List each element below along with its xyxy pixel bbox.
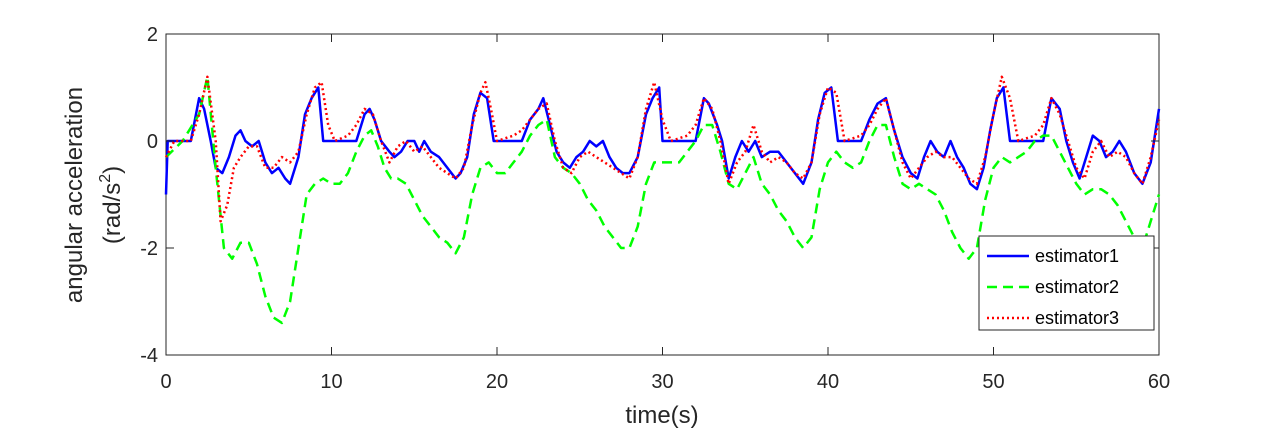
x-tick-label: 50: [982, 371, 1004, 393]
legend-label-estimator1: estimator1: [1035, 246, 1119, 266]
series-line-estimator3: [164, 75, 1161, 223]
legend-box: [978, 235, 1155, 331]
series-layer: [164, 75, 1161, 325]
y-axis-label-line2: (rad/s2): [97, 166, 126, 244]
x-tick-label: 0: [160, 371, 171, 393]
x-axis-label: time(s): [625, 402, 698, 429]
x-tick-label: 40: [817, 371, 839, 393]
legend-label-estimator2: estimator2: [1035, 277, 1119, 297]
y-tick-label: 2: [147, 24, 158, 46]
x-tick-label: 30: [651, 371, 673, 393]
y-tick-label: 0: [147, 131, 158, 153]
x-tick-label: 10: [320, 371, 342, 393]
y-axis-label: angular acceleration: [61, 87, 88, 303]
y-tick-label: -4: [140, 345, 158, 367]
series-line-estimator2: [165, 75, 1161, 325]
y-axis-unit-label: (rad/s2): [97, 166, 126, 244]
y-tick-label: -2: [140, 238, 158, 260]
legend-label-estimator3: estimator3: [1035, 308, 1119, 328]
ticks-layer: 0 10 20 30 40 50 60 -4 -2 0 2: [140, 24, 1170, 393]
y-axis-label-line1: angular acceleration: [61, 87, 88, 303]
x-tick-label: 60: [1148, 371, 1170, 393]
legend: estimator1 estimator2 estimator3: [978, 235, 1155, 331]
x-tick-label: 20: [486, 371, 508, 393]
